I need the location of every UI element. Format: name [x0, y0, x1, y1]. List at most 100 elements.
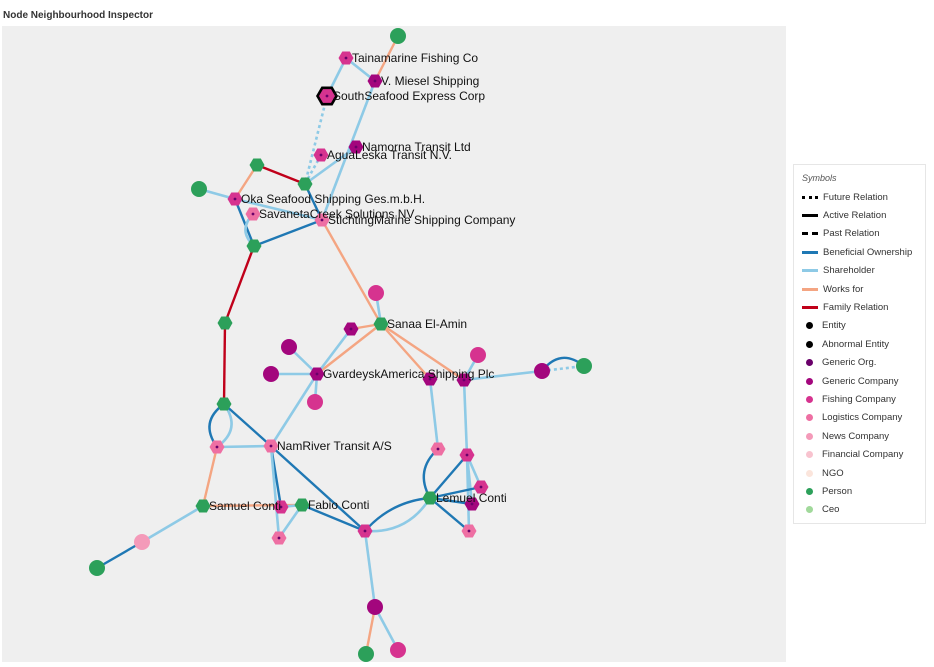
node-circle[interactable]: [358, 646, 374, 662]
graph-edge[interactable]: [269, 373, 319, 447]
node-circle[interactable]: [368, 285, 384, 301]
graph-edge[interactable]: [256, 163, 306, 186]
legend-label: Ceo: [822, 504, 840, 516]
graph-edge[interactable]: [223, 245, 256, 324]
graph-node[interactable]: [281, 339, 297, 355]
graph-edge[interactable]: [320, 219, 383, 325]
graph-edge[interactable]: [233, 198, 256, 247]
graph-node[interactable]: [195, 499, 211, 513]
graph-node[interactable]: [456, 373, 472, 387]
graph-node[interactable]: [368, 285, 384, 301]
node-hexagon[interactable]: [294, 498, 310, 512]
network-graph[interactable]: Tainamarine Fishing Co V. Miesel Shipping…: [2, 26, 786, 662]
graph-edge[interactable]: [428, 378, 440, 450]
node-circle[interactable]: [263, 366, 279, 382]
node-hexagon[interactable]: [216, 397, 232, 411]
graph-node[interactable]: [338, 51, 354, 65]
graph-edge[interactable]: [201, 446, 219, 507]
graph-edge[interactable]: [320, 80, 377, 221]
graph-node[interactable]: [473, 480, 489, 494]
node-circle[interactable]: [367, 599, 383, 615]
graph-node[interactable]: [307, 394, 323, 410]
graph-node[interactable]: [358, 646, 374, 662]
node-circle[interactable]: [191, 181, 207, 197]
graph-edge[interactable]: [269, 445, 281, 539]
graph-node[interactable]: [216, 397, 232, 411]
graph-node[interactable]: [348, 140, 364, 154]
node-circle[interactable]: [390, 642, 406, 658]
node-hexagon[interactable]: [246, 239, 262, 253]
node-circle[interactable]: [307, 394, 323, 410]
node-label: NamRiver Transit A/S: [277, 439, 392, 453]
node-hexagon[interactable]: [195, 499, 211, 513]
node-hexagon[interactable]: [422, 491, 438, 505]
graph-edge[interactable]: [465, 454, 471, 532]
graph-node[interactable]: [271, 531, 287, 545]
graph-edge[interactable]: [216, 444, 272, 449]
graph-node[interactable]: [309, 367, 325, 381]
graph-edge[interactable]: [141, 504, 204, 544]
legend-swatch: [806, 487, 813, 495]
graph-node[interactable]: [209, 440, 225, 454]
node-circle[interactable]: [576, 358, 592, 374]
graph-edge[interactable]: [364, 497, 432, 533]
node-hexagon[interactable]: [249, 158, 265, 172]
graph-node[interactable]: [367, 599, 383, 615]
graph-node[interactable]: [313, 148, 329, 162]
node-hexagon[interactable]: [297, 177, 313, 191]
node-hexagon[interactable]: [373, 317, 389, 331]
graph-node[interactable]: [390, 642, 406, 658]
graph-edge[interactable]: [316, 323, 382, 375]
graph-edge[interactable]: [234, 197, 323, 222]
graph-node[interactable]: [217, 316, 233, 330]
graph-edge[interactable]: [363, 530, 377, 608]
node-label: Sanaa El-Amin: [387, 317, 467, 331]
graph-node[interactable]: [263, 439, 279, 453]
graph-node[interactable]: [297, 177, 313, 191]
graph-node[interactable]: [134, 534, 150, 550]
graph-node[interactable]: [89, 560, 105, 576]
node-circle[interactable]: [134, 534, 150, 550]
node-circle[interactable]: [281, 339, 297, 355]
graph-node[interactable]: [357, 524, 373, 538]
node-circle[interactable]: [470, 347, 486, 363]
graph-node[interactable]: [249, 158, 265, 172]
graph-node[interactable]: [227, 192, 243, 206]
entity-center-dot: [215, 445, 219, 449]
node-circle[interactable]: [390, 28, 406, 44]
graph-node[interactable]: [470, 347, 486, 363]
graph-edge[interactable]: [380, 323, 465, 381]
legend-label: Financial Company: [822, 449, 904, 461]
graph-edge[interactable]: [253, 218, 323, 248]
graph-node[interactable]: [459, 448, 475, 462]
graph-node[interactable]: [294, 498, 310, 512]
graph-edge[interactable]: [364, 496, 431, 532]
legend-swatch: [806, 451, 813, 459]
graph-node[interactable]: [343, 322, 359, 336]
graph-node[interactable]: [191, 181, 207, 197]
graph-edge[interactable]: [462, 379, 469, 456]
graph-node[interactable]: [263, 366, 279, 382]
graph-edge[interactable]: [222, 322, 227, 405]
graph-canvas[interactable]: Tainamarine Fishing Co V. Miesel Shipping…: [2, 26, 786, 662]
graph-node[interactable]: [314, 213, 330, 227]
graph-node[interactable]: [367, 74, 383, 88]
graph-node[interactable]: [534, 363, 550, 379]
graph-node[interactable]: [273, 500, 289, 514]
graph-node[interactable]: [461, 524, 477, 538]
node-circle[interactable]: [534, 363, 550, 379]
graph-edge[interactable]: [270, 445, 366, 532]
graph-node[interactable]: [422, 372, 438, 386]
graph-node[interactable]: [390, 28, 406, 44]
graph-node[interactable]: [245, 207, 261, 221]
graph-node[interactable]: [246, 239, 262, 253]
graph-node[interactable]: [422, 491, 438, 505]
graph-node[interactable]: [373, 317, 389, 331]
graph-node[interactable]: [430, 442, 446, 456]
node-circle[interactable]: [89, 560, 105, 576]
graph-node[interactable]: [576, 358, 592, 374]
legend-item: Person: [802, 484, 852, 498]
graph-node[interactable]: [464, 497, 480, 511]
node-hexagon[interactable]: [217, 316, 233, 330]
graph-node[interactable]: [316, 86, 338, 106]
